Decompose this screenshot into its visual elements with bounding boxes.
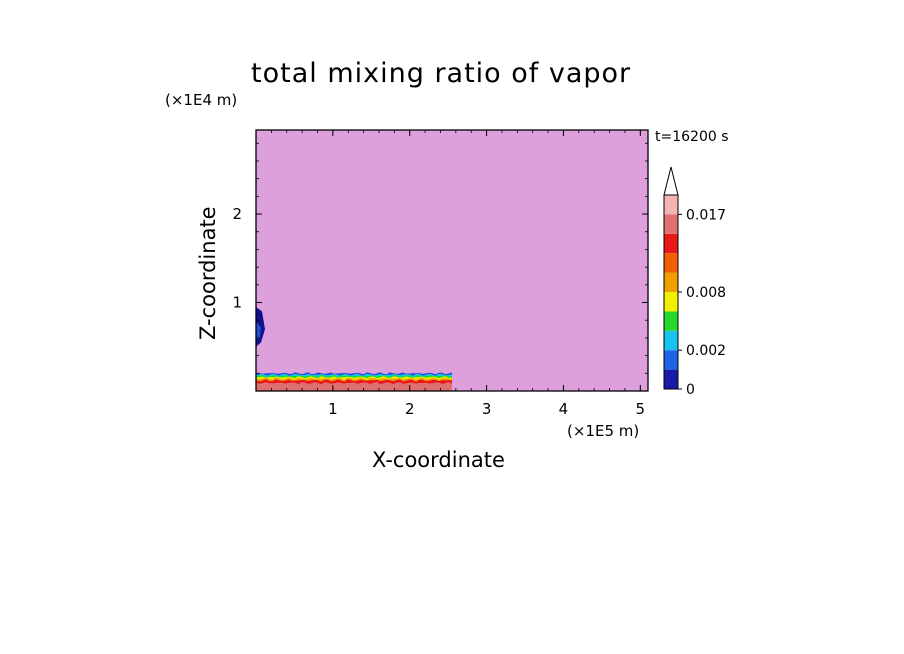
colorbar-swatch [664,195,678,215]
time-label: t=16200 s [655,129,729,145]
axes: 1 2 3 4 5 1 2 [232,129,649,418]
y-axis-label: Z-coordinate [196,206,220,340]
colorbar-swatch [664,272,678,292]
colorbar-swatch [664,311,678,331]
colorbar-label: 0.017 [686,207,726,223]
colorbar-arrow [663,166,679,196]
x-tick-label: 1 [328,400,338,418]
west-band [256,381,452,391]
colorbar-swatch [664,369,678,389]
colorbar: 0 0.002 0.008 0.017 [663,166,726,398]
colorbar-swatch [664,292,678,312]
x-axis-unit: (×1E5 m) [567,422,640,440]
x-tick-label: 3 [482,400,492,418]
colorbar-swatch [664,214,678,234]
west-edge-feature [256,321,261,340]
z-axis-unit: (×1E4 m) [165,91,238,109]
colorbar-label: 0.002 [686,343,726,359]
z-tick-label: 2 [232,205,242,223]
chart-title: total mixing ratio of vapor [251,58,632,89]
x-tick-label: 5 [636,400,646,418]
colorbar-label: 0.008 [686,285,726,301]
plot-frame [255,129,649,392]
colorbar-swatch [664,350,678,370]
z-tick-label: 1 [232,294,242,312]
contour-fill [256,130,648,391]
colorbar-swatch [664,253,678,273]
colorbar-swatch [664,330,678,351]
colorbar-swatch [664,233,678,254]
plot-area [256,130,648,391]
x-tick-label: 2 [405,400,415,418]
x-axis-label: X-coordinate [372,448,505,472]
x-tick-label: 4 [559,400,569,418]
background-region [256,130,648,391]
colorbar-label: 0 [686,382,695,398]
